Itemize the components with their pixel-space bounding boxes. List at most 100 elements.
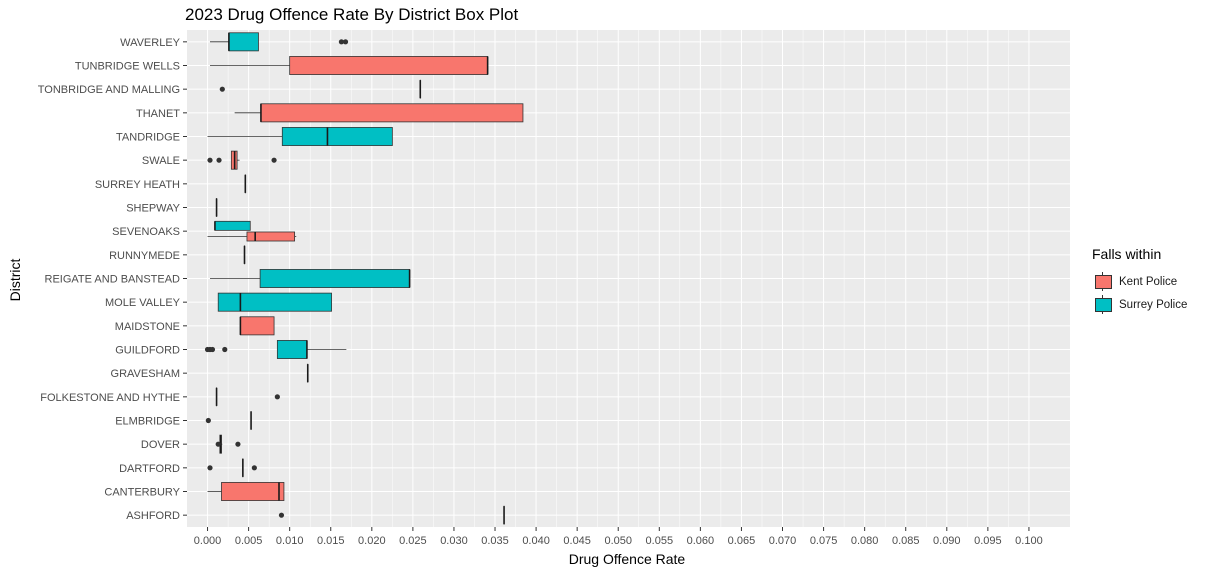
- x-tick-label: 0.075: [810, 535, 838, 547]
- x-tick-label: 0.040: [522, 535, 550, 547]
- boxplot-waverley-surrey-police: [209, 32, 349, 52]
- box-iqr: [259, 269, 410, 288]
- x-tick-label: 0.005: [235, 535, 263, 547]
- box-iqr: [217, 292, 332, 312]
- legend-key-surrey: [1092, 293, 1114, 316]
- boxplot-tunbridge-wells-kent-police: [209, 56, 489, 75]
- y-tick-label: TANDRIDGE: [116, 132, 180, 144]
- box-iqr: [221, 482, 285, 501]
- box-iqr: [246, 231, 296, 242]
- outlier-point: [207, 465, 213, 471]
- x-tick-label: 0.095: [974, 535, 1002, 547]
- x-tick-label: 0.020: [358, 535, 386, 547]
- y-tick-label: ELMBRIDGE: [115, 416, 180, 428]
- y-tick-label: DOVER: [141, 439, 180, 451]
- outlier-point: [219, 86, 225, 92]
- outlier-point: [205, 417, 211, 424]
- boxplot-ashford-kent-police: [278, 505, 505, 525]
- x-tick-label: 0.085: [892, 535, 920, 547]
- legend-item-kent-police: Kent Police: [1092, 270, 1187, 293]
- axes: 0.000 0.005 0.010 0.015 0.020 0.025 0.030 0.035…: [38, 37, 1043, 547]
- x-tick-label: 0.055: [646, 535, 674, 547]
- box-iqr: [228, 32, 259, 52]
- legend-label: Kent Police: [1119, 275, 1178, 288]
- box-iqr: [281, 127, 393, 146]
- boxplot-dartford-kent-police: [207, 458, 257, 478]
- y-tick-label: ASHFORD: [126, 510, 180, 522]
- x-axis-title: Drug Offence Rate: [569, 551, 686, 567]
- legend: Falls within Kent Police Surrey Police: [1092, 246, 1187, 316]
- y-tick-label: MOLE VALLEY: [105, 297, 181, 309]
- outlier-point: [209, 346, 216, 353]
- x-tick-label: 0.025: [399, 535, 427, 547]
- outlier-point: [216, 157, 222, 163]
- legend-item-surrey-police: Surrey Police: [1092, 293, 1187, 316]
- y-tick-label: MAIDSTONE: [115, 321, 180, 333]
- boxplot-tonbridge-and-malling-kent-police: [219, 79, 422, 99]
- outlier-point: [222, 346, 228, 353]
- y-tick-label: SEVENOAKS: [112, 226, 180, 238]
- outlier-point: [235, 441, 241, 447]
- boxplot-mole-valley-surrey-police: [217, 292, 332, 312]
- boxplot-maidstone-kent-police: [239, 316, 275, 336]
- box-iqr: [276, 340, 308, 359]
- box-iqr: [214, 220, 251, 231]
- y-tick-label: WAVERLEY: [120, 37, 181, 49]
- outlier-point: [274, 394, 280, 400]
- outlier-point: [278, 512, 285, 518]
- x-tick-label: 0.000: [194, 535, 222, 547]
- box-layer: [204, 32, 524, 525]
- y-tick-label: RUNNYMEDE: [109, 250, 180, 262]
- y-tick-label: SWALE: [142, 155, 180, 167]
- legend-key-kent: [1092, 270, 1114, 293]
- y-tick-label: DARTFORD: [119, 463, 180, 475]
- outlier-point: [338, 39, 345, 45]
- boxplot-canterbury-kent-police: [207, 482, 285, 501]
- outlier-point: [342, 39, 349, 45]
- x-tick-label: 0.070: [769, 535, 797, 547]
- outlier-point: [251, 465, 257, 471]
- legend-label: Surrey Police: [1119, 298, 1188, 311]
- x-tick-label: 0.045: [563, 535, 591, 547]
- y-tick-label: SURREY HEATH: [95, 179, 180, 191]
- boxplot-guildford-surrey-police: [204, 340, 347, 359]
- y-tick-label: TONBRIDGE AND MALLING: [38, 84, 180, 96]
- y-tick-label: CANTERBURY: [104, 487, 180, 499]
- x-tick-label: 0.015: [317, 535, 345, 547]
- boxplot-dover-kent-police: [215, 434, 241, 454]
- boxplot-sevenoaks-surrey-police: [214, 220, 251, 231]
- outlier-point: [215, 441, 221, 447]
- boxplot-folkestone-and-hythe-kent-police: [215, 387, 280, 407]
- y-tick-label: THANET: [136, 108, 180, 120]
- y-tick-label: REIGATE AND BANSTEAD: [45, 274, 181, 286]
- boxplot-elmbridge-surrey-police: [205, 411, 252, 430]
- outlier-point: [271, 157, 277, 163]
- x-tick-label: 0.100: [1015, 535, 1043, 547]
- box-iqr: [239, 316, 275, 336]
- y-tick-label: GRAVESHAM: [111, 368, 180, 380]
- boxplot-sevenoaks-kent-police: [207, 231, 297, 242]
- outlier-point: [207, 157, 213, 163]
- x-tick-label: 0.030: [440, 535, 468, 547]
- legend-title: Falls within: [1092, 246, 1162, 262]
- y-tick-label: SHEPWAY: [126, 203, 180, 215]
- box-iqr: [289, 56, 489, 75]
- x-tick-label: 0.080: [851, 535, 879, 547]
- y-tick-label: FOLKESTONE AND HYTHE: [40, 392, 180, 404]
- x-tick-label: 0.050: [604, 535, 632, 547]
- x-tick-label: 0.090: [933, 535, 961, 547]
- x-tick-label: 0.035: [481, 535, 509, 547]
- boxplot-thanet-kent-police: [234, 103, 524, 123]
- x-tick-label: 0.065: [728, 535, 756, 547]
- box-iqr: [260, 103, 524, 123]
- boxplot-tandridge-surrey-police: [207, 127, 393, 146]
- y-axis-title: District: [7, 259, 23, 302]
- x-tick-label: 0.060: [687, 535, 715, 547]
- boxplot-swale-kent-police: [207, 150, 277, 170]
- boxplot-reigate-and-banstead-surrey-police: [209, 269, 411, 288]
- chart-title: 2023 Drug Offence Rate By District Box P…: [185, 5, 519, 24]
- y-tick-label: GUILDFORD: [115, 345, 180, 357]
- x-tick-label: 0.010: [276, 535, 304, 547]
- y-tick-label: TUNBRIDGE WELLS: [75, 61, 180, 73]
